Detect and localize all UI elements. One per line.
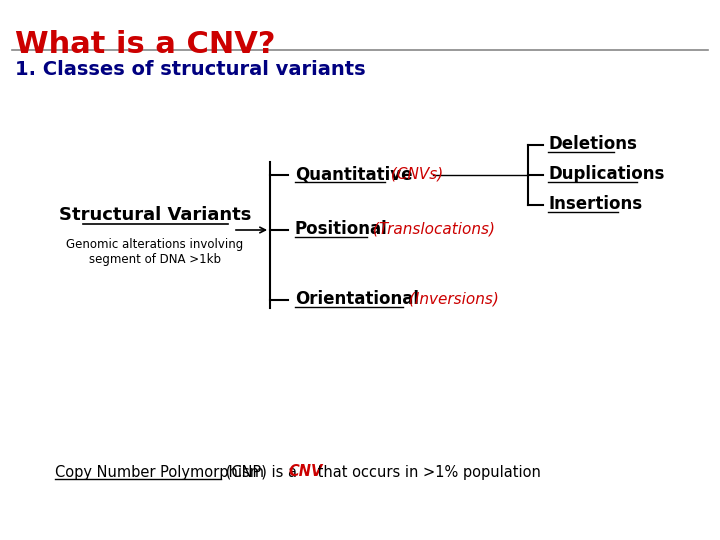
Text: Copy Number Polymorphism: Copy Number Polymorphism	[55, 464, 264, 480]
Text: (Translocations): (Translocations)	[368, 221, 495, 237]
Text: 1. Classes of structural variants: 1. Classes of structural variants	[15, 60, 366, 79]
Text: Deletions: Deletions	[548, 135, 637, 153]
Text: that occurs in >1% population: that occurs in >1% population	[313, 464, 541, 480]
Text: Quantitative: Quantitative	[295, 165, 413, 183]
Text: (Inversions): (Inversions)	[404, 292, 499, 307]
Text: Orientational: Orientational	[295, 290, 419, 308]
Text: Positional: Positional	[295, 220, 388, 238]
Text: (CNVs): (CNVs)	[386, 166, 444, 181]
Text: Genomic alterations involving
segment of DNA >1kb: Genomic alterations involving segment of…	[66, 238, 243, 266]
Text: What is a CNV?: What is a CNV?	[15, 30, 276, 59]
Text: Insertions: Insertions	[548, 195, 642, 213]
Text: CNV: CNV	[288, 464, 323, 480]
Text: Duplications: Duplications	[548, 165, 665, 183]
Text: (CNP) is a: (CNP) is a	[221, 464, 302, 480]
Text: Structural Variants: Structural Variants	[59, 206, 251, 224]
